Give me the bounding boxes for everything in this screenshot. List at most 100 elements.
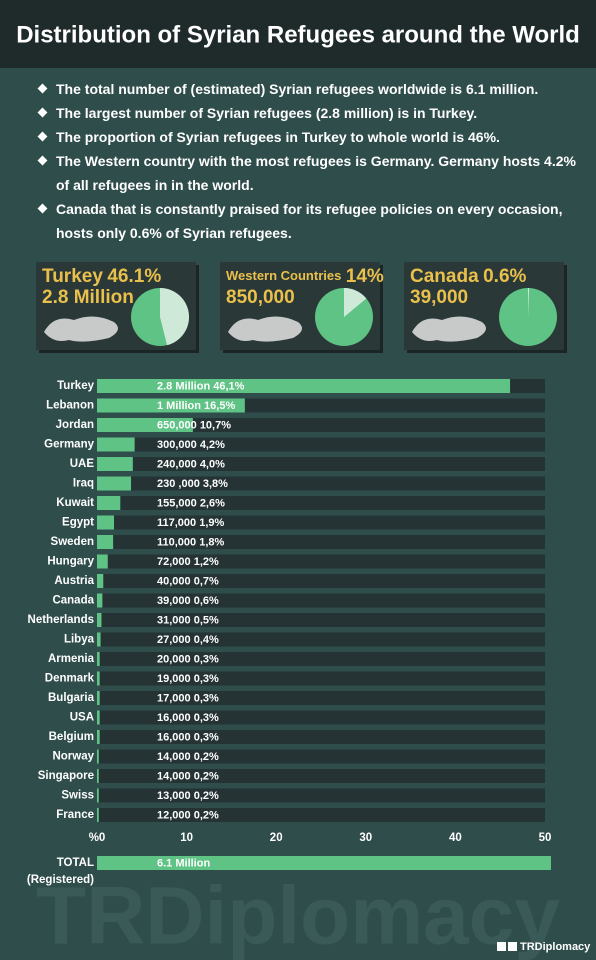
value-label: 19,000 0,3% [157, 673, 219, 685]
value-label: 2.8 Million 46,1% [157, 380, 245, 392]
bar-track [97, 457, 545, 471]
value-label: 230 ,000 3,8% [157, 478, 228, 490]
bar [97, 554, 108, 569]
bar-track [97, 749, 545, 764]
card-name: Western Countries [226, 268, 341, 283]
bar-track [97, 437, 545, 452]
bar [97, 788, 99, 803]
map-shape [228, 316, 302, 342]
total-value-label: 6.1 Million [157, 857, 210, 869]
value-label: 14,000 0,2% [157, 751, 219, 763]
value-label: 155,000 2,6% [157, 497, 225, 509]
bar-track [97, 574, 545, 588]
bar-track [97, 632, 545, 647]
bullet: The total number of (estimated) Syrian r… [36, 77, 584, 101]
category-label: Armenia [48, 653, 95, 665]
chart: Turkey 2.8 Million 46,1% Lebanon 1 Million … [27, 379, 552, 886]
cards: Turkey 46.1%2.8 Million Western Countries… [36, 262, 567, 353]
pie-slice [344, 288, 367, 317]
value-label: 40,000 0,7% [157, 575, 219, 587]
bar-track [97, 496, 545, 510]
bar-track [97, 418, 545, 432]
bar [97, 808, 99, 822]
bar-track [97, 593, 545, 608]
total-label: TOTAL [57, 857, 94, 869]
bar [97, 749, 99, 764]
bar-track [97, 515, 545, 530]
bar [97, 476, 132, 491]
category-label: Denmark [45, 673, 95, 685]
total-sublabel: (Registered) [27, 874, 94, 886]
handle: TRDiplomacy [520, 941, 591, 953]
category-label: Iraq [73, 478, 94, 490]
category-label: Belgium [49, 731, 94, 743]
total-bar [97, 856, 551, 870]
bar-track [97, 671, 545, 686]
category-label: Swiss [61, 790, 94, 802]
twitter-icon [497, 942, 506, 951]
bar-track [97, 691, 545, 705]
bar [97, 691, 100, 705]
value-label: 110,000 1,8% [157, 536, 225, 548]
category-label: Jordan [56, 419, 94, 431]
bar [97, 418, 193, 432]
category-label: Kuwait [56, 497, 94, 509]
value-label: 117,000 1,9% [157, 517, 225, 529]
x-tick-label: 50 [539, 832, 552, 844]
bullet: The Western country with the most refuge… [36, 149, 584, 197]
pie-slice [160, 288, 190, 346]
bar-track [97, 554, 545, 569]
card-amount: 39,000 [410, 287, 468, 308]
title: Distribution of Syrian Refugees around t… [16, 21, 580, 48]
bar [97, 710, 100, 725]
category-label: Austria [54, 575, 94, 587]
bar-track [97, 613, 545, 627]
category-label: Egypt [62, 517, 94, 529]
map-shape [412, 316, 486, 342]
bar-track [97, 476, 545, 491]
value-label: 12,000 0,2% [157, 809, 219, 821]
category-label: Bulgaria [48, 692, 95, 704]
x-tick-label: 10 [180, 832, 193, 844]
card-share: 14% [346, 266, 384, 287]
category-label: UAE [70, 458, 95, 470]
category-label: Turkey [57, 380, 94, 392]
card-amount: 2.8 Million [42, 287, 134, 308]
value-label: 20,000 0,3% [157, 653, 219, 665]
value-label: 31,000 0,5% [157, 614, 219, 626]
bar-track [97, 535, 545, 549]
bar [97, 671, 100, 686]
value-label: 650,000 10,7% [157, 419, 231, 431]
card-name: Canada [410, 266, 479, 287]
value-label: 16,000 0,3% [157, 712, 219, 724]
category-label: Libya [64, 634, 95, 646]
bullet-list: The total number of (estimated) Syrian r… [36, 77, 584, 245]
map-shape [44, 316, 118, 342]
category-label: Sweden [51, 536, 94, 548]
watermark: TRDiplomacy [36, 871, 560, 960]
value-label: 14,000 0,2% [157, 770, 219, 782]
card-title: Western Countries 14% [226, 266, 384, 287]
category-label: Canada [52, 595, 94, 607]
bar [97, 398, 245, 413]
value-label: 16,000 0,3% [157, 731, 219, 743]
card-title: Turkey 46.1% [42, 266, 161, 287]
value-label: 17,000 0,3% [157, 692, 219, 704]
x-tick-label: 40 [449, 832, 462, 844]
card-share: 0.6% [483, 266, 526, 287]
card-amount: 850,000 [226, 287, 295, 308]
bar [97, 613, 102, 627]
category-label: Singapore [38, 770, 94, 782]
value-label: 1 Million 16,5% [157, 400, 235, 412]
category-label: USA [70, 712, 94, 724]
value-label: 27,000 0,4% [157, 634, 219, 646]
card-name: Turkey [42, 266, 103, 287]
bar [97, 535, 114, 549]
bar-track [97, 652, 545, 666]
bar-track [97, 808, 545, 822]
value-label: 240,000 4,0% [157, 458, 225, 470]
bar [97, 769, 99, 783]
category-label: Hungary [47, 556, 94, 568]
